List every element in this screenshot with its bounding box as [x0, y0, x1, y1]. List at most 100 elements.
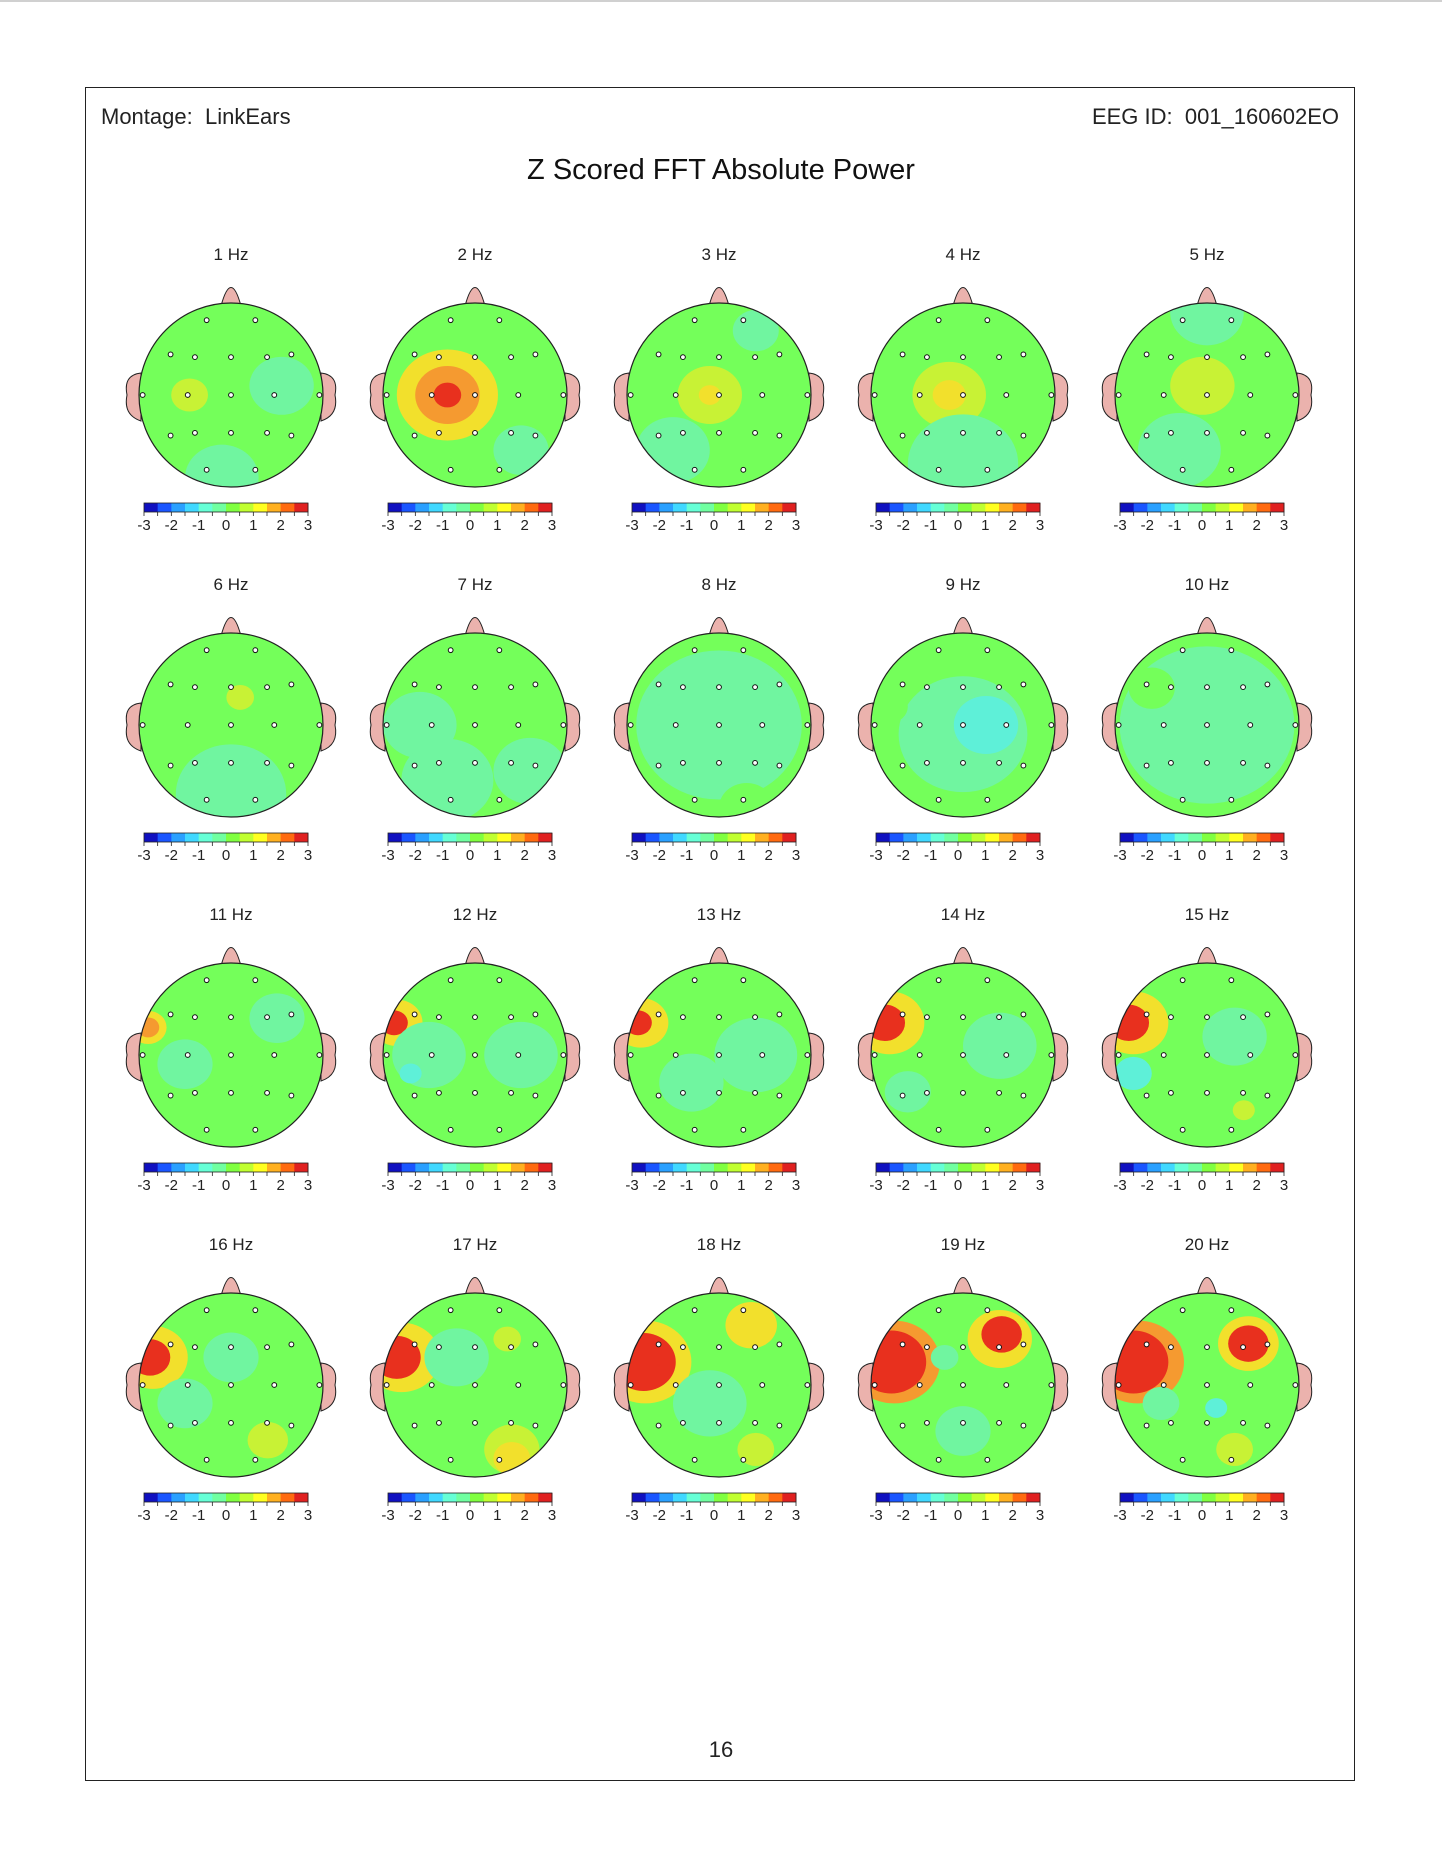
- electrode-marker: [428, 722, 435, 728]
- electrode-marker: [1168, 429, 1174, 436]
- electrode-marker: [804, 1052, 811, 1058]
- topomap-svg: -3 -2 -1 0 1 2 3: [369, 947, 581, 1194]
- colorbar-tick-label: 3: [1036, 517, 1044, 534]
- electrode-marker: [1143, 762, 1150, 769]
- electrode-marker: [716, 354, 722, 361]
- electrode-marker: [1228, 647, 1235, 654]
- electrode-marker: [871, 722, 878, 728]
- electrode-marker: [776, 1341, 783, 1348]
- power-region: [1128, 667, 1175, 709]
- electrode-marker: [167, 1011, 174, 1018]
- electrode-marker: [924, 429, 930, 436]
- colorbar-tick-label: 1: [249, 1507, 257, 1524]
- frequency-label: 10 Hz: [1184, 575, 1230, 594]
- electrode-marker: [960, 1089, 966, 1096]
- electrode-marker: [691, 977, 698, 984]
- electrode-marker: [680, 684, 686, 691]
- right-ear-shape: [564, 1032, 581, 1082]
- colorbar-tick-label: 0: [1198, 847, 1206, 864]
- power-region: [198, 1035, 264, 1094]
- left-ear-shape: [1101, 702, 1118, 752]
- electrode-marker: [560, 722, 567, 728]
- electrode-marker: [472, 722, 478, 728]
- right-ear-shape: [808, 1032, 825, 1082]
- colorbar-tick-label: -2: [653, 1507, 666, 1524]
- electrode-marker: [496, 317, 503, 324]
- power-region: [399, 1063, 422, 1084]
- right-ear-shape: [320, 1362, 337, 1412]
- colorbar-tick-label: 2: [1252, 517, 1260, 534]
- electrode-marker: [1247, 1382, 1254, 1388]
- electrode-marker: [383, 1052, 390, 1058]
- electrode-marker: [167, 1341, 174, 1348]
- electrode-marker: [1204, 1052, 1210, 1058]
- topomap-svg: -3 -2 -1 0 1 2 3: [613, 1277, 825, 1524]
- power-region: [1138, 412, 1221, 487]
- colorbar-tick-label: 0: [1198, 517, 1206, 534]
- electrode-marker: [264, 759, 270, 766]
- power-region: [719, 782, 775, 817]
- colorbar-tick-label: 0: [710, 1177, 718, 1194]
- electrode-marker: [1204, 1382, 1210, 1388]
- power-region: [981, 1316, 1022, 1353]
- electrode-marker: [776, 1092, 783, 1099]
- topomap-svg: -3 -2 -1 0 1 2 3: [1101, 1277, 1313, 1524]
- electrode-marker: [1020, 1422, 1027, 1429]
- colorbar-tick-label: 0: [1198, 1177, 1206, 1194]
- left-ear-shape: [369, 1032, 386, 1082]
- colorbar-tick-label: 3: [1280, 1177, 1288, 1194]
- electrode-marker: [316, 1382, 323, 1388]
- electrode-marker: [508, 1419, 514, 1426]
- colorbar-tick-label: 3: [548, 517, 556, 534]
- electrode-marker: [1292, 392, 1299, 398]
- electrode-marker: [691, 1126, 698, 1133]
- right-ear-shape: [1052, 1032, 1069, 1082]
- colorbar-tick-label: -3: [137, 517, 150, 534]
- right-ear-shape: [320, 372, 337, 422]
- frequency-label: 12 Hz: [452, 905, 498, 924]
- electrode-marker: [411, 1092, 418, 1099]
- electrode-marker: [655, 1092, 662, 1099]
- colorbar-tick-label: -3: [625, 1177, 638, 1194]
- colorbar-tick-label: 0: [954, 847, 962, 864]
- electrode-marker: [1204, 429, 1210, 436]
- electrode-marker: [752, 1014, 758, 1021]
- electrode-marker: [655, 1341, 662, 1348]
- colorbar-tick-label: -1: [436, 1177, 449, 1194]
- electrode-marker: [924, 684, 930, 691]
- left-ear-shape: [613, 1032, 630, 1082]
- electrode-marker: [1160, 722, 1167, 728]
- power-region: [226, 684, 254, 710]
- electrode-marker: [1264, 351, 1271, 358]
- electrode-marker: [924, 1089, 930, 1096]
- colorbar-tick-label: 3: [1280, 1507, 1288, 1524]
- electrode-marker: [228, 722, 234, 728]
- power-region: [185, 444, 259, 487]
- electrode-marker: [496, 1307, 503, 1314]
- frequency-label: 15 Hz: [1184, 905, 1230, 924]
- electrode-marker: [203, 647, 210, 654]
- power-region: [953, 696, 1019, 754]
- colorbar-tick-label: 0: [222, 517, 230, 534]
- electrode-marker: [1292, 1382, 1299, 1388]
- electrode-marker: [203, 977, 210, 984]
- electrode-marker: [192, 684, 198, 691]
- colorbar: -3 -2 -1 0 1 2 3: [625, 1492, 800, 1524]
- colorbar-tick-label: 1: [493, 1177, 501, 1194]
- frequency-label: 2 Hz: [457, 245, 493, 264]
- electrode-marker: [899, 432, 906, 439]
- colorbar-tick-label: 0: [710, 517, 718, 534]
- right-ear-shape: [1296, 1032, 1313, 1082]
- electrode-marker: [472, 1089, 478, 1096]
- electrode-marker: [192, 1089, 198, 1096]
- frequency-label: 16 Hz: [208, 1235, 254, 1254]
- left-ear-shape: [1101, 1362, 1118, 1412]
- electrode-marker: [1264, 1092, 1271, 1099]
- electrode-marker: [740, 466, 747, 473]
- electrode-marker: [1240, 1344, 1246, 1351]
- topomap-10: 10 Hz -3 -2 -1 0 1 2 3: [1087, 575, 1327, 885]
- colorbar-tick-label: 1: [981, 1177, 989, 1194]
- topomap-svg: -3 -2 -1 0 1 2 3: [369, 1277, 581, 1524]
- electrode-marker: [264, 1014, 270, 1021]
